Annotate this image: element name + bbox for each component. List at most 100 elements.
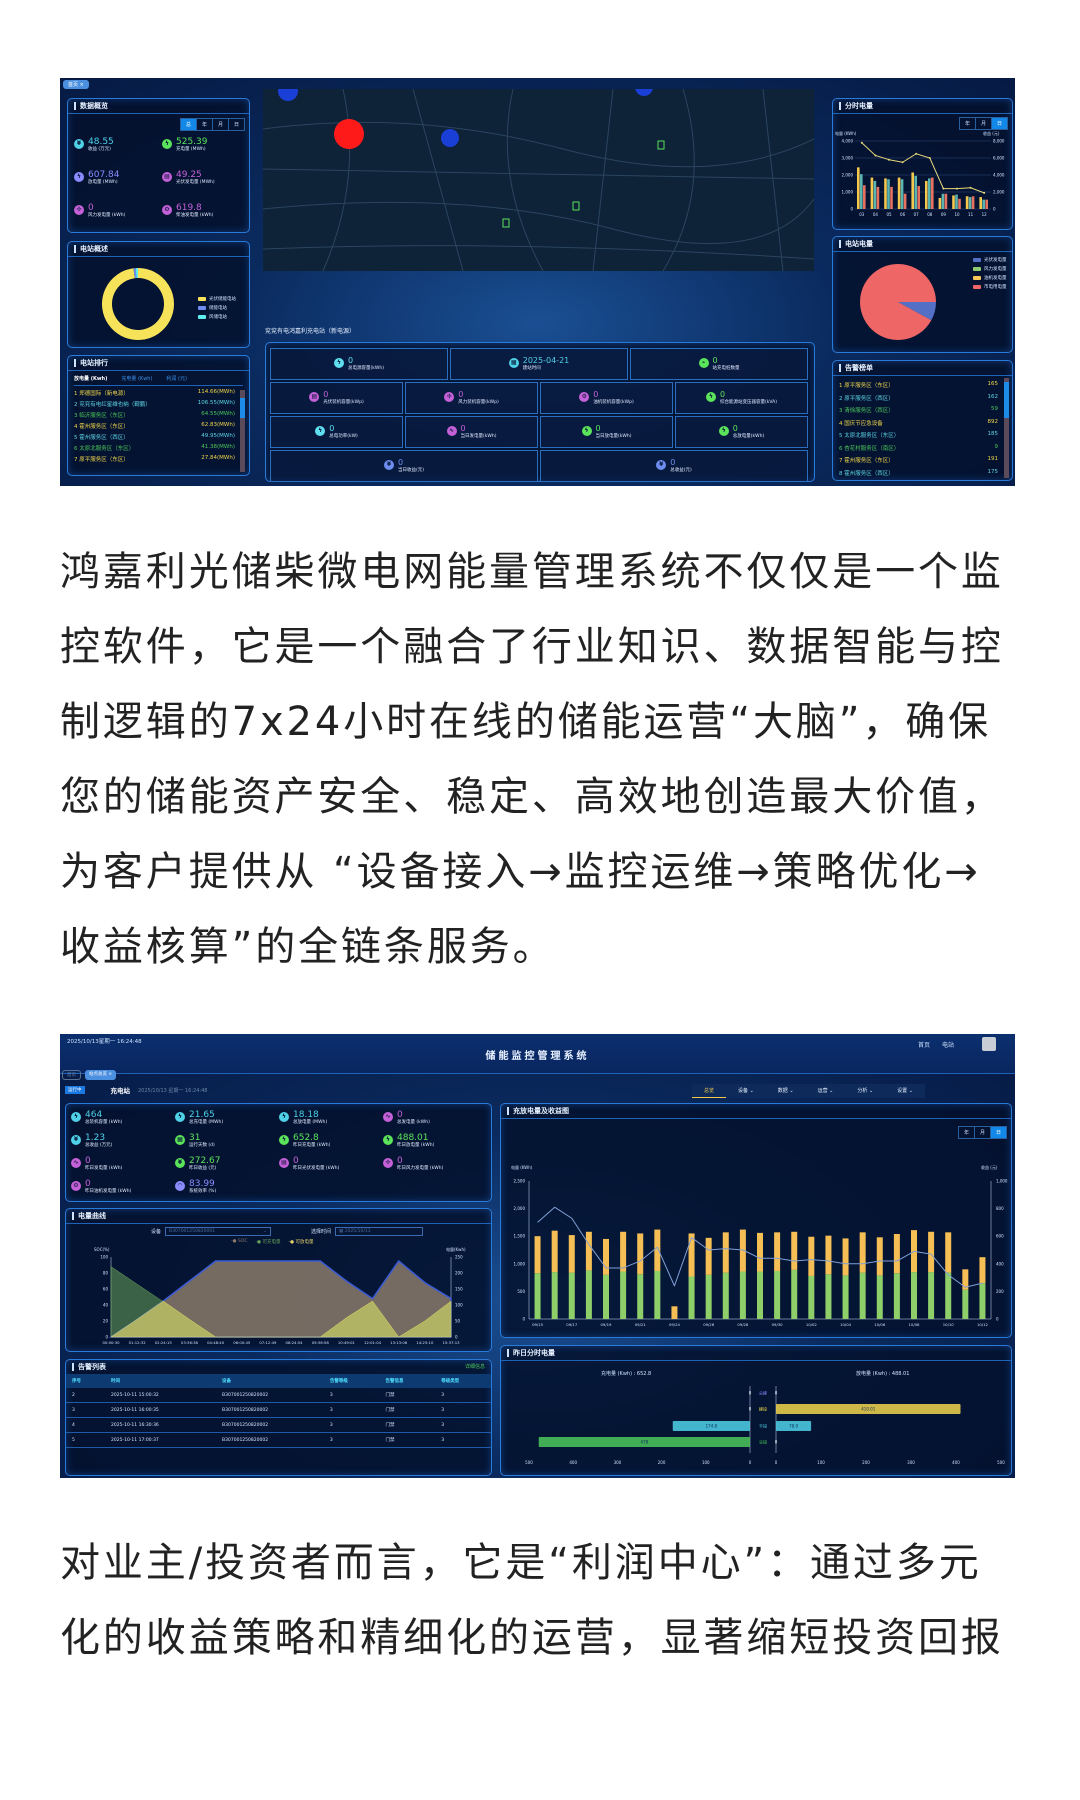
map-cluster-marker bbox=[441, 129, 459, 147]
station-info-grid: ϟ 0 总电源容量(kWh) ▦ 2025-04-21 建站时间 ⌁ 0 站充电桩数量 ▤ 0 光伏装… bbox=[265, 342, 815, 482]
alarm-row[interactable]: 5 太原北服务区（东区） 185 bbox=[839, 431, 998, 439]
hourly-tab[interactable]: 年 bbox=[964, 121, 970, 127]
stat-item: ϟ 652.8 昨日充电量 (kWh) bbox=[279, 1133, 330, 1149]
ranking-title: 电站排行 bbox=[74, 359, 108, 367]
stat-value: 0 bbox=[348, 356, 354, 365]
nav-tab[interactable]: 分析 ⌄ bbox=[857, 1088, 874, 1094]
time-label: 选择时间 bbox=[311, 1229, 332, 1235]
station-info-cell: ϟ 0 综合能源站变压器容量(kVA) bbox=[675, 382, 808, 414]
stat-item: ¥272.67 昨日收益 (元) bbox=[175, 1156, 221, 1172]
yesterday-hbar-chart: 500 400 300 200 100 0 0 100 200 300 400 500 尖峰 0 0 峰段 0 4… bbox=[525, 1386, 1005, 1465]
charge-chart-tab[interactable]: 年 bbox=[963, 1130, 969, 1136]
hourly-tab[interactable]: 日 bbox=[990, 118, 1007, 129]
ranking-tab[interactable]: 放电量 (Kwh) bbox=[74, 376, 108, 382]
station-name: 充电站 bbox=[110, 1087, 131, 1095]
map-station-marker bbox=[572, 201, 580, 211]
charge-chart-tab[interactable]: 月 bbox=[973, 1127, 990, 1138]
ranking-row[interactable]: 6 太原北服务区（东区） 41.38(MWh) bbox=[74, 444, 235, 452]
hourly-bar bbox=[870, 177, 874, 209]
overview-tab[interactable]: 月 bbox=[211, 119, 228, 130]
hourly-bar bbox=[857, 167, 860, 209]
stat-value: 1.23 bbox=[85, 1133, 106, 1143]
home-tag[interactable]: 首页 × bbox=[63, 80, 89, 89]
station-energy-panel: 电站电量 光伏发电量 风力发电量 油机发电量 市电用电量 bbox=[832, 236, 1013, 353]
charge-revenue-panel: 充放电量及收益图 年月日 电量 (KWh) 收益 (元) 0 500 1,000 1,50… bbox=[500, 1103, 1012, 1338]
date-picker[interactable]: ▦ 2025/10/13 bbox=[335, 1227, 424, 1236]
left-axis-tick: 100 bbox=[702, 1460, 710, 1465]
map-station-marker bbox=[657, 140, 665, 150]
nav-tab[interactable]: 总览 bbox=[692, 1084, 727, 1098]
alarm-row[interactable]: 7 霍州服务区（东区） 191 bbox=[839, 456, 998, 464]
ranking-row[interactable]: 5 霍州服务区（西区） 49.95(MWh) bbox=[74, 433, 235, 441]
station-info-cell: ⚙ 0 油机装机容量(kWp) bbox=[540, 382, 673, 414]
device-select[interactable]: B307001250820001 ⌄ bbox=[165, 1227, 272, 1236]
right-axis-tick: 300 bbox=[907, 1460, 915, 1465]
ranking-row[interactable]: 3 临沂服务区（东区） 64.55(MWh) bbox=[74, 411, 235, 419]
nav-tab[interactable]: 设备 ⌄ bbox=[738, 1088, 754, 1094]
revenue-point bbox=[901, 161, 904, 164]
alarm-row[interactable]: 3 清徐服务区（西区） 59 bbox=[839, 406, 998, 414]
x-tick: 10/02 bbox=[806, 1322, 818, 1327]
overview-tab[interactable]: 年 bbox=[195, 119, 212, 130]
charge-bar-label: 0 bbox=[749, 1391, 752, 1396]
alarm-row[interactable]: 2 原平服务区（西区） 162 bbox=[839, 394, 998, 402]
table-row[interactable]: 2 2025-10-11 15:00:32 B307001250820002 3 门禁 3 bbox=[66, 1388, 491, 1403]
wave-icon: ∿ bbox=[446, 426, 457, 436]
table-cell: 2025-10-11 16:00:35 bbox=[105, 1402, 217, 1418]
charge-chart-tab[interactable]: 日 bbox=[989, 1127, 1006, 1138]
table-cell: 3 bbox=[66, 1402, 105, 1418]
alarm-row[interactable]: 1 原平服务区（东区） 165 bbox=[839, 381, 998, 389]
charge-bar-segment bbox=[825, 1274, 832, 1319]
charge-bar-segment bbox=[568, 1235, 575, 1273]
ranking-tab[interactable]: 充电量 (Kwh) bbox=[121, 376, 153, 382]
stat-text: 0 油机装机容量(kWp) bbox=[593, 390, 633, 406]
alarm-row[interactable]: 6 杏花村服务区（南区） 9 bbox=[839, 444, 998, 452]
legend-label: 风力发电量 bbox=[984, 267, 1007, 272]
ranking-tab[interactable]: 利润 (元) bbox=[166, 376, 187, 382]
nav-tab[interactable]: 数据 ⌄ bbox=[777, 1088, 794, 1094]
legend-item: 光伏发电量 bbox=[973, 257, 1007, 263]
stat-value: 0 bbox=[397, 458, 404, 467]
tag-overview[interactable]: 站点总览 × bbox=[85, 1070, 117, 1080]
station-map[interactable] bbox=[263, 89, 814, 271]
alarm-row[interactable]: 4 国庆节应急设备 892 bbox=[839, 419, 998, 427]
revenue-point bbox=[860, 141, 863, 144]
overview-tab[interactable]: 日 bbox=[227, 119, 244, 130]
curve-legend-item[interactable]: -● SOC bbox=[231, 1239, 248, 1244]
stat-value: 0 bbox=[85, 1156, 91, 1166]
nav-tab[interactable]: 运营 ⌄ bbox=[817, 1088, 834, 1094]
details-link[interactable]: 详细信息 bbox=[464, 1364, 485, 1370]
user-avatar[interactable] bbox=[982, 1037, 996, 1051]
home-link[interactable]: 首页 bbox=[918, 1042, 931, 1049]
ranking-scrollbar[interactable] bbox=[240, 390, 245, 472]
right-tick: 50 bbox=[455, 1319, 461, 1324]
ranking-row[interactable]: 2 兖兖有电红星维也纳（觐鹏） 106.55(MWh) bbox=[74, 400, 235, 408]
ranking-row[interactable]: 4 霍州服务区（东区） 62.83(MWh) bbox=[74, 422, 235, 430]
stat-item: ¥0 总收益(元) bbox=[656, 458, 692, 474]
charge-bar-segment bbox=[893, 1273, 900, 1319]
alarm-row[interactable]: 8 霍州服务区（西区） 175 bbox=[839, 469, 998, 477]
nav-tab[interactable]: 设置 ⌄ bbox=[897, 1088, 913, 1094]
charge-bar-segment bbox=[688, 1233, 695, 1277]
stat-label: 总装机容量 (kWh) bbox=[85, 1120, 123, 1125]
table-row[interactable]: 5 2025-10-11 17:00:37 B307001250820002 3 门禁 3 bbox=[66, 1432, 491, 1448]
ranking-row[interactable]: 7 原平服务区（东区） 27.84(MWh) bbox=[74, 455, 235, 463]
curve-legend-item[interactable]: -● 可放电量 bbox=[288, 1240, 314, 1245]
curve-legend-item[interactable]: -● 可充电量 bbox=[255, 1240, 281, 1245]
table-row[interactable]: 4 2025-10-11 16:30:36 B307001250820002 3 门禁 3 bbox=[66, 1417, 491, 1433]
alarm-scrollbar[interactable] bbox=[1004, 378, 1009, 478]
discharge-bar bbox=[776, 1404, 961, 1414]
overview-tab[interactable]: 总 bbox=[180, 119, 196, 130]
table-row[interactable]: 3 2025-10-11 16:00:35 B307001250820002 3 门禁 3 bbox=[66, 1402, 491, 1418]
ranking-value: 49.95(MWh) bbox=[201, 433, 235, 439]
stat-item: ▤ 49.25 光伏发电量 (MWh) bbox=[162, 170, 215, 186]
hourly-tab[interactable]: 月 bbox=[974, 118, 991, 129]
charge-revenue-chart: 电量 (KWh) 收益 (元) 0 500 1,000 1,500 2,000 2,500 0 2… bbox=[511, 1164, 1008, 1327]
stat-label: 收益 (万元) bbox=[88, 147, 111, 152]
station-link[interactable]: 电站 bbox=[942, 1042, 955, 1049]
yen-icon: ¥ bbox=[656, 460, 667, 470]
tag-home[interactable]: 首页 bbox=[62, 1070, 81, 1080]
stat-item: ϟ 0 总放电量(kWh) bbox=[718, 424, 764, 440]
ranking-row[interactable]: 1 郑德国际（新电源） 114.66(MWh) bbox=[74, 389, 235, 397]
stat-label: 光伏装机容量(kWp) bbox=[323, 400, 364, 405]
